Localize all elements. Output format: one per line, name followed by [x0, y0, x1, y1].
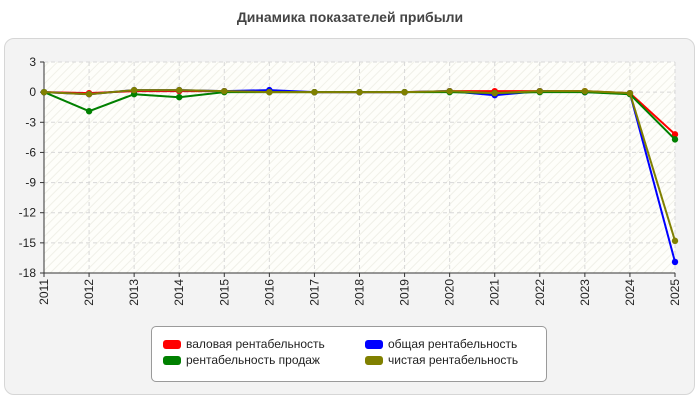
data-point: [491, 89, 498, 97]
y-tick-label: -3: [25, 115, 36, 129]
legend-swatch-gross: [163, 339, 181, 349]
y-tick-label: -12: [19, 206, 37, 220]
y-tick-label: -6: [25, 145, 36, 159]
y-tick-label: 0: [29, 85, 36, 99]
x-tick-label: 2015: [217, 279, 231, 306]
data-point: [446, 87, 453, 95]
data-point: [356, 88, 363, 96]
data-point: [130, 86, 138, 94]
data-point: [40, 88, 48, 96]
data-point: [581, 87, 589, 95]
legend-label-net: чистая рентабельность: [388, 353, 519, 367]
data-point: [671, 237, 679, 245]
data-point: [671, 258, 679, 266]
legend-item-sales: рентабельность продаж: [163, 353, 320, 367]
data-point: [85, 108, 93, 115]
x-tick-label: 2011: [37, 279, 51, 305]
legend-swatch-total: [365, 339, 383, 349]
data-point: [266, 88, 273, 96]
y-tick-label: -15: [19, 236, 37, 250]
legend-item-net: чистая рентабельность: [365, 353, 518, 367]
chart-title: Динамика показателей прибыли: [236, 9, 464, 25]
x-tick-label: 2013: [127, 279, 141, 306]
x-tick-label: 2022: [533, 279, 547, 306]
x-tick-label: 2021: [488, 279, 502, 306]
legend-label-sales: рентабельность продаж: [186, 353, 320, 367]
x-tick-label: 2018: [353, 279, 367, 306]
x-tick-label: 2024: [623, 279, 637, 306]
legend-swatch-sales: [163, 355, 181, 365]
x-tick-label: 2017: [307, 279, 321, 306]
data-point: [401, 88, 408, 96]
x-tick-label: 2025: [668, 279, 682, 306]
legend-label-gross: валовая рентабельность: [186, 337, 325, 351]
legend-item-gross: валовая рентабельность: [163, 337, 325, 351]
data-point: [176, 93, 183, 101]
legend-item-total: общая рентабельность: [365, 337, 517, 351]
y-tick-label: -9: [25, 176, 36, 190]
data-point: [311, 88, 318, 96]
data-point: [671, 131, 679, 138]
data-point: [671, 136, 679, 143]
data-point: [536, 87, 543, 95]
x-tick-label: 2016: [262, 279, 276, 306]
data-point: [626, 89, 634, 97]
x-tick-label: 2020: [443, 279, 457, 306]
data-point: [85, 90, 93, 98]
x-tick-label: 2012: [82, 279, 96, 306]
legend-label-total: общая рентабельность: [388, 337, 518, 351]
data-point: [221, 87, 228, 95]
series-4: [40, 86, 679, 245]
chart-legend: валовая рентабельность общая рентабельно…: [151, 326, 547, 382]
x-tick-label: 2014: [172, 279, 186, 306]
legend-swatch-net: [365, 355, 383, 365]
y-tick-label: 3: [29, 55, 36, 69]
x-tick-label: 2023: [578, 279, 592, 306]
y-tick-label: -18: [19, 266, 37, 280]
data-point: [176, 86, 183, 94]
x-tick-label: 2019: [398, 279, 412, 306]
